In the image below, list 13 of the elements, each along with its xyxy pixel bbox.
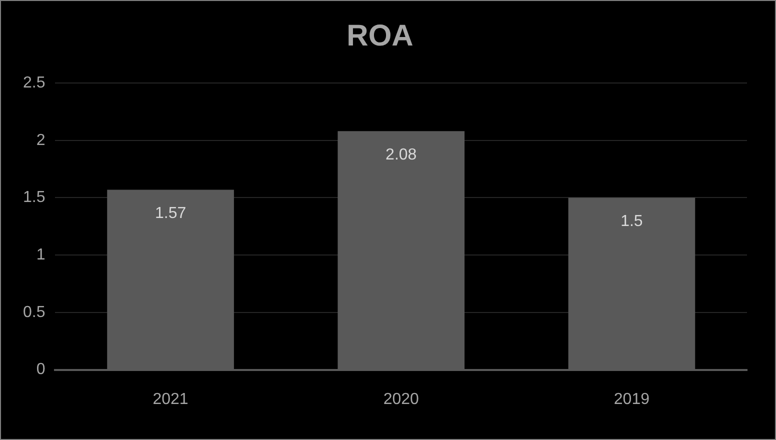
- x-tick-label: 2020: [383, 390, 420, 408]
- y-tick-label: 2: [36, 132, 46, 149]
- y-tick-label: 0.5: [22, 304, 46, 321]
- chart-title: ROA: [346, 19, 414, 52]
- y-tick-label: 2.5: [22, 74, 46, 92]
- y-tick-label: 1.5: [22, 189, 46, 206]
- y-tick-label: 0: [36, 361, 46, 378]
- data-label: 1.57: [154, 205, 186, 222]
- x-tick-label: 2021: [152, 390, 188, 408]
- y-tick-label: 1: [36, 246, 46, 264]
- data-label: 2.08: [386, 146, 417, 164]
- data-label: 1.5: [620, 213, 643, 230]
- x-tick-label: 2019: [614, 390, 650, 408]
